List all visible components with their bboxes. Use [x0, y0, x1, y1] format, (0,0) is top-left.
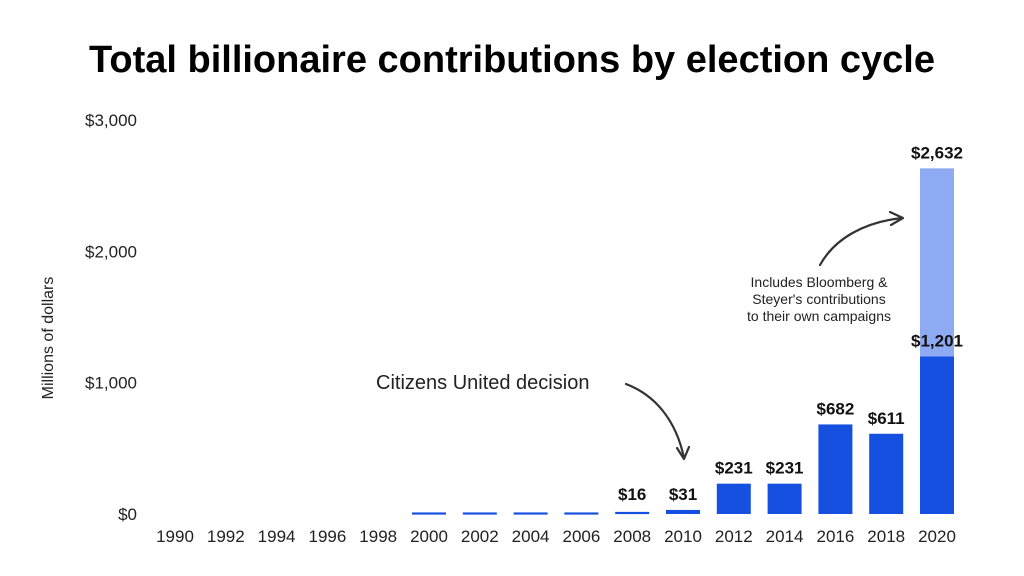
bar-total-2014: [767, 483, 802, 514]
annotation-self-funding-line-1: Includes Bloomberg &: [751, 274, 889, 290]
bar-total-2018: [869, 433, 904, 514]
bar-total-2004: [513, 512, 548, 515]
y-axis-label: Millions of dollars: [40, 277, 57, 400]
bar-total-2012: [716, 483, 751, 514]
data-label-2020: $1,201: [911, 331, 963, 350]
bar-total-2000: [412, 512, 446, 515]
x-tick-label: 2004: [512, 527, 550, 546]
bar-total-2002: [462, 512, 497, 515]
x-tick-label: 1990: [156, 527, 194, 546]
x-tick-label: 2012: [715, 527, 753, 546]
data-label-2018: $611: [868, 409, 905, 428]
bar-total-2020: [920, 356, 954, 514]
bar-total-2016: [818, 424, 853, 514]
y-tick-label: $0: [118, 505, 137, 524]
x-tick-label: 2014: [766, 527, 804, 546]
x-tick-label: 2018: [867, 527, 905, 546]
x-tick-label: 2010: [664, 527, 702, 546]
x-tick-label: 2006: [562, 527, 600, 546]
chart-title: Total billionaire contributions by elect…: [89, 39, 935, 81]
annotation-self-funding-line-3: to their own campaigns: [747, 308, 891, 324]
data-label-2014: $231: [766, 459, 804, 478]
y-tick-label: $1,000: [85, 374, 137, 393]
x-tick-label: 2020: [918, 527, 956, 546]
arrow-icon-citizens-united: [624, 382, 691, 461]
y-tick-label: $3,000: [85, 111, 137, 130]
x-tick-label: 2016: [816, 527, 854, 546]
x-tick-label: 2002: [461, 527, 499, 546]
data-label-2020: $2,632: [911, 143, 963, 162]
annotation-self-funding-line-2: Steyer's contributions: [752, 291, 885, 307]
data-labels: $16 $31 $231 $231 $682 $611 $1,201 $2,632: [618, 143, 963, 504]
x-axis-ticks: 1990 1992 1994 1996 1998 2000 2002 2004 2006 2008…: [156, 527, 956, 546]
x-tick-label: 1998: [359, 527, 397, 546]
bar-total-2008: [615, 511, 650, 515]
bars: [412, 168, 954, 515]
bar-total-2006: [564, 512, 599, 515]
annotation-citizens-united: Citizens United decision: [376, 372, 589, 394]
x-tick-label: 1992: [207, 527, 245, 546]
arrow-icon-self-funding: [818, 210, 905, 267]
data-label-2008: $16: [618, 485, 646, 504]
bar-total-2010: [666, 509, 700, 514]
y-tick-label: $2,000: [85, 242, 137, 261]
data-label-2012: $231: [715, 459, 753, 478]
x-tick-label: 2008: [613, 527, 651, 546]
x-tick-label: 2000: [410, 527, 448, 546]
y-axis-ticks: $0 $1,000 $2,000 $3,000: [85, 111, 137, 524]
bar-self-funding-2020: [920, 168, 954, 357]
data-label-2010: $31: [669, 485, 697, 504]
data-label-2016: $682: [816, 399, 854, 418]
x-tick-label: 1994: [258, 527, 296, 546]
x-tick-label: 1996: [308, 527, 346, 546]
